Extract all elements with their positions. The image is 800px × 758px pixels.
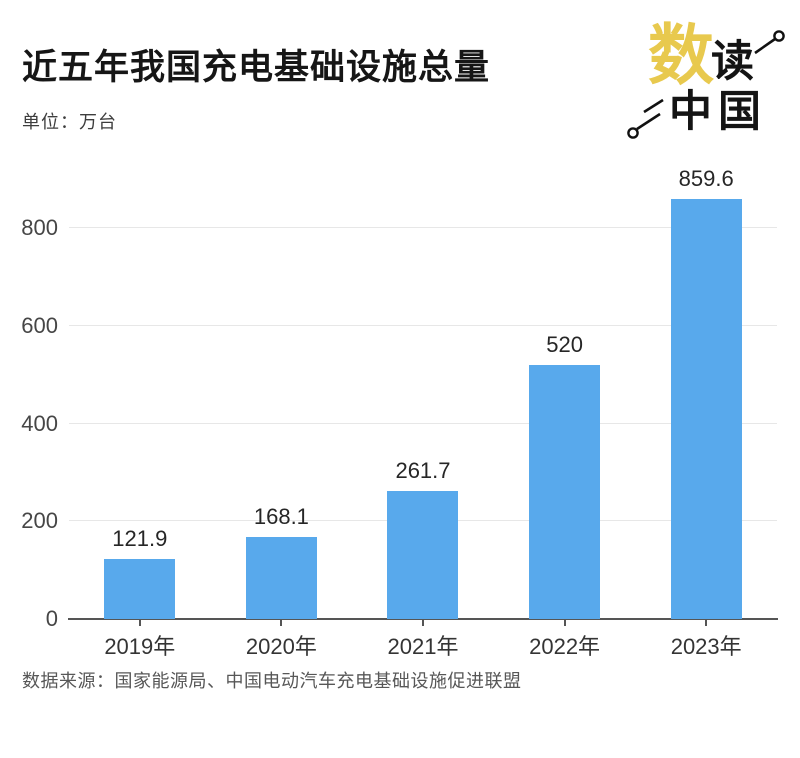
shudu-zhongguo-logo: 数 读 中 国 <box>620 8 796 148</box>
x-axis-tick <box>705 620 708 626</box>
x-axis-line <box>68 618 778 620</box>
x-axis-tick <box>421 620 424 626</box>
bar-2023 <box>670 199 742 619</box>
y-axis-tick-label: 400 <box>21 411 58 436</box>
bar-group-2022: 520 2022年 <box>494 0 636 758</box>
bar-value-label: 859.6 <box>678 166 734 191</box>
x-axis-category-label: 2022年 <box>529 634 601 659</box>
gridline <box>69 325 777 326</box>
y-axis-tick-label: 0 <box>45 606 58 631</box>
bar-value-label: 168.1 <box>253 504 309 529</box>
y-axis-tick-label: 600 <box>21 313 58 338</box>
y-axis-tick-label: 800 <box>21 215 58 240</box>
bar-group-2021: 261.7 2021年 <box>352 0 494 758</box>
bar-2020 <box>245 537 317 619</box>
gridline <box>69 423 777 424</box>
bar-group-2023: 859.6 2023年 <box>635 0 777 758</box>
logo-char-guo: 国 <box>718 87 761 137</box>
x-axis-category-label: 2021年 <box>387 634 459 659</box>
bar-2022 <box>529 365 601 619</box>
bar-value-label: 121.9 <box>112 526 168 551</box>
x-axis-tick <box>563 620 566 626</box>
logo-char-zhong: 中 <box>669 87 712 137</box>
page-title: 近五年我国充电基础设施总量 <box>22 48 491 87</box>
unit-label: 单位：万台 <box>22 112 117 132</box>
bar-group-2020: 168.1 2020年 <box>211 0 353 758</box>
x-axis-category-label: 2020年 <box>245 634 317 659</box>
bar-group-2019: 121.9 2019年 <box>69 0 211 758</box>
bar-value-label: 261.7 <box>395 458 451 483</box>
data-source-note: 数据来源：国家能源局、中国电动汽车充电基础设施促进联盟 <box>22 671 522 691</box>
bar-2019 <box>104 559 176 619</box>
logo-pin-icons <box>627 30 785 139</box>
y-axis-tick-label: 200 <box>21 508 58 533</box>
x-axis-category-label: 2019年 <box>104 634 176 659</box>
logo-char-shu: 数 <box>648 16 714 94</box>
bar-2021 <box>387 491 459 619</box>
logo-char-du: 读 <box>711 37 754 87</box>
x-axis-tick <box>280 620 283 626</box>
x-axis-category-label: 2023年 <box>670 634 742 659</box>
x-axis-tick <box>138 620 141 626</box>
gridline <box>69 227 777 228</box>
bar-value-label: 520 <box>546 332 583 357</box>
